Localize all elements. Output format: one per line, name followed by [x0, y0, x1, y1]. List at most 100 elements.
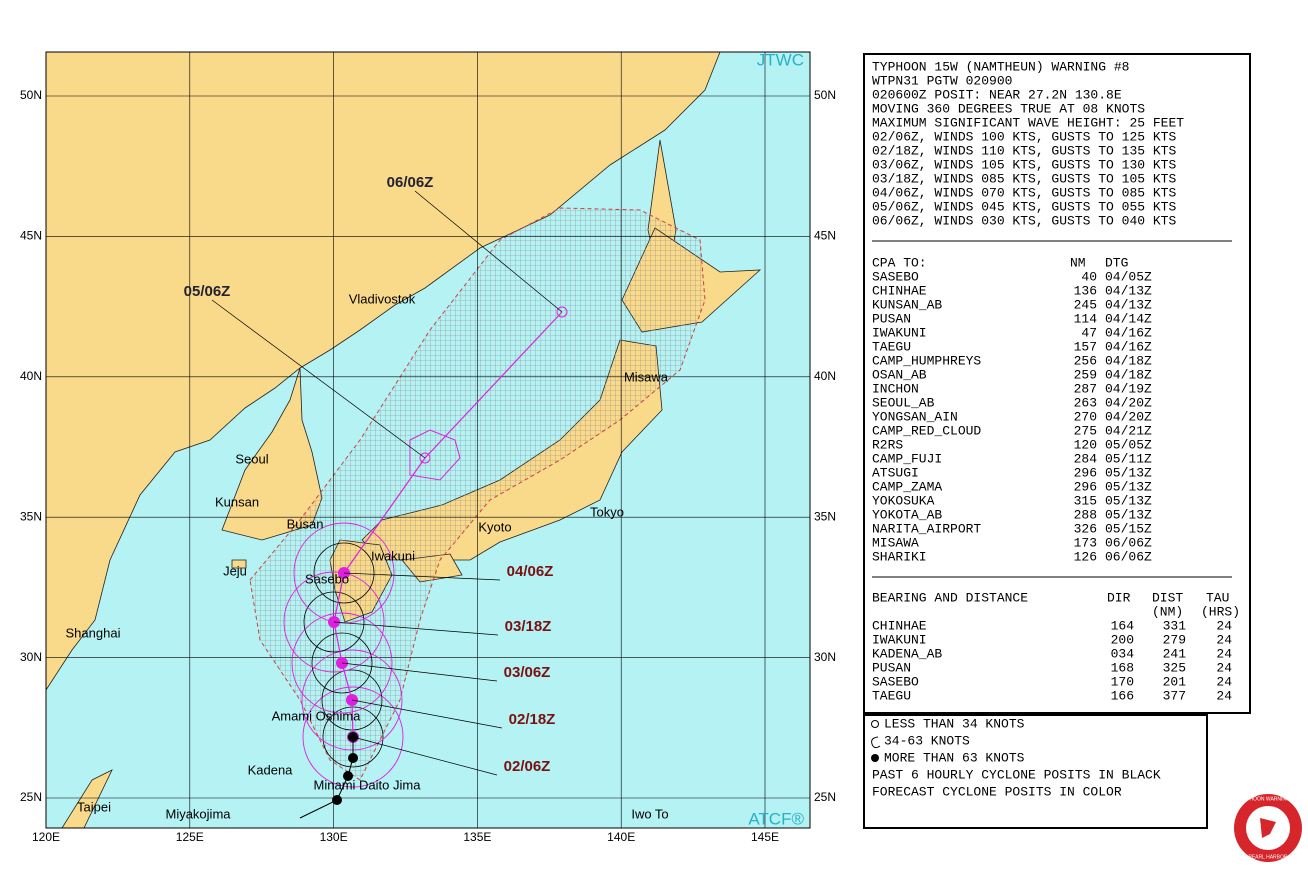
warning-line: 03/06Z, WINDS 105 KTS, GUSTS TO 130 KTS	[872, 157, 1176, 172]
legend-symbol	[871, 736, 881, 749]
cpa-name: NARITA_AIRPORT	[872, 521, 981, 536]
bearing-cell: TAEGU	[872, 688, 911, 703]
time-label: 02/06Z	[504, 758, 551, 775]
leader	[211, 299, 426, 459]
cpa-nm: 263	[1074, 395, 1097, 410]
wind-radius-50	[311, 632, 373, 694]
bearing-header: BEARING AND DISTANCE	[872, 590, 1028, 605]
lon-label: 125E	[176, 830, 204, 844]
wind-radius-50	[313, 542, 375, 604]
bearing-cell: CHINHAE	[872, 618, 927, 633]
cpa-nm: 296	[1074, 465, 1097, 480]
leader	[343, 572, 501, 581]
storm-track	[211, 190, 568, 819]
cpa-name: YONGSAN_AIN	[872, 409, 958, 424]
cpa-dtg: 06/06Z	[1105, 549, 1152, 564]
bearing-cell: IWAKUNI	[872, 632, 927, 647]
cpa-dtg: 05/13Z	[1105, 493, 1152, 508]
lat-label: 35N	[20, 509, 42, 523]
place-label: Seoul	[235, 451, 268, 466]
cpa-dtg: 04/13Z	[1105, 297, 1152, 312]
place-label: Amami Oshima	[272, 708, 362, 723]
cpa-nm: 245	[1074, 297, 1097, 312]
place-label: Kunsan	[215, 494, 259, 509]
bearing-cell: 24	[1216, 646, 1232, 661]
wind-radius-34	[291, 612, 393, 714]
badge: ATCF®	[748, 809, 804, 828]
bearing-header: DIST	[1152, 590, 1183, 605]
lon-label: 130E	[320, 830, 348, 844]
bearing-cell: 24	[1216, 674, 1232, 689]
place-label: Taipei	[77, 799, 111, 814]
warning-line: 02/06Z, WINDS 100 KTS, GUSTS TO 125 KTS	[872, 129, 1176, 144]
bearing-cell: 166	[1111, 688, 1134, 703]
cpa-name: YOKOSUKA	[872, 493, 935, 508]
lon-label: 145E	[751, 830, 779, 844]
place-label: Iwo To	[631, 806, 668, 821]
cpa-nm: 259	[1074, 367, 1097, 382]
forecast-point	[419, 452, 431, 464]
cpa-dtg: 04/14Z	[1105, 311, 1152, 326]
wind-radius-50	[322, 706, 384, 768]
cpa-dtg: 05/13Z	[1105, 465, 1152, 480]
legend-panel	[863, 714, 1208, 829]
leader	[351, 699, 503, 729]
cpa-name: YOKOTA_AB	[872, 507, 942, 522]
warning-line: TYPHOON 15W (NAMTHEUN) WARNING #8	[872, 59, 1129, 74]
lat-label: 45N	[20, 229, 42, 243]
cpa-name: OSAN_AB	[872, 367, 927, 382]
cpa-dtg: 04/21Z	[1105, 423, 1152, 438]
leader	[414, 190, 563, 313]
cpa-nm: 173	[1074, 535, 1097, 550]
cpa-name: CHINHAE	[872, 283, 927, 298]
past-point	[332, 795, 342, 805]
leader	[333, 621, 499, 636]
wind-radius-34	[283, 571, 385, 673]
cpa-name: ATSUGI	[872, 465, 919, 480]
cpa-nm: 120	[1074, 437, 1097, 452]
cpa-nm: 270	[1074, 409, 1097, 424]
forecast-point	[556, 306, 568, 318]
bearing-header: (NM)	[1152, 604, 1183, 619]
cpa-name: CAMP_RED_CLOUD	[872, 423, 981, 438]
warning-line: WTPN31 PGTW 020900	[872, 73, 1012, 88]
wind-radius-50	[321, 669, 383, 731]
legend-symbol	[871, 720, 879, 728]
time-label: 03/18Z	[505, 618, 552, 635]
cpa-name: MISAWA	[872, 535, 919, 550]
time-label: 02/18Z	[509, 711, 556, 728]
place-label: Kyoto	[478, 519, 511, 534]
bearing-cell: 24	[1216, 618, 1232, 633]
legend-line: MORE THAN 63 KNOTS	[884, 750, 1025, 765]
lat-label: 30N	[814, 650, 836, 664]
cpa-nm: 136	[1074, 283, 1097, 298]
cpa-header: CPA TO:	[872, 255, 927, 270]
bearing-cell: 325	[1163, 660, 1186, 675]
bearing-cell: 164	[1111, 618, 1135, 633]
cpa-dtg: 04/20Z	[1105, 409, 1152, 424]
warning-line: 04/06Z, WINDS 070 KTS, GUSTS TO 085 KTS	[872, 185, 1176, 200]
cpa-name: IWAKUNI	[872, 325, 927, 340]
cpa-name: R2RS	[872, 437, 903, 452]
bearing-header: DIR	[1107, 590, 1131, 605]
warning-line: MAXIMUM SIGNIFICANT WAVE HEIGHT: 25 FEET	[872, 115, 1184, 130]
cpa-name: KUNSAN_AB	[872, 297, 942, 312]
place-label: Sasebo	[305, 571, 349, 586]
place-label: Tokyo	[590, 504, 624, 519]
cpa-nm: 126	[1074, 549, 1097, 564]
warning-line: 02/18Z, WINDS 110 KTS, GUSTS TO 135 KTS	[872, 143, 1176, 158]
cpa-nm: 114	[1074, 311, 1098, 326]
cpa-dtg: 04/19Z	[1105, 381, 1152, 396]
cpa-nm: 326	[1074, 521, 1097, 536]
time-label: 05/06Z	[184, 283, 231, 300]
cpa-nm: 47	[1081, 325, 1097, 340]
cpa-nm: 296	[1074, 479, 1097, 494]
cpa-header: NM	[1070, 255, 1086, 270]
place-label: Kadena	[248, 762, 294, 777]
logo-text: PEARL HARBOR	[1249, 854, 1288, 860]
lat-label: 35N	[814, 509, 836, 523]
warning-panel	[863, 53, 1251, 714]
cpa-nm: 40	[1081, 269, 1097, 284]
leader	[341, 662, 498, 682]
